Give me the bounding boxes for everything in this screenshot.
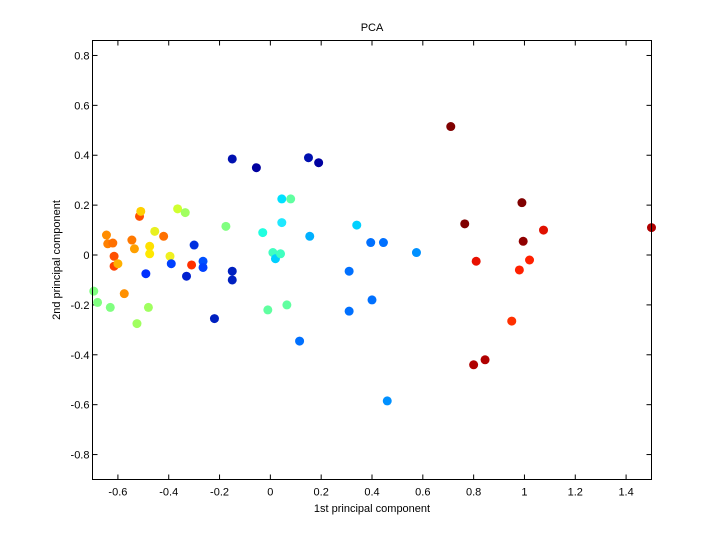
data-point	[411, 248, 421, 258]
data-point	[127, 235, 137, 245]
data-point	[173, 204, 183, 214]
x-tick-label: 0.4	[364, 487, 379, 499]
y-tick-label: 0.8	[74, 50, 89, 62]
data-point	[221, 221, 231, 231]
data-point	[145, 249, 155, 259]
x-tick-label: 0	[267, 487, 273, 499]
y-tick-label: 0.2	[74, 200, 89, 212]
x-tick-label: -0.4	[159, 487, 178, 499]
data-point	[119, 289, 129, 299]
data-point	[303, 153, 313, 163]
y-tick-label: 0	[83, 250, 89, 262]
data-point	[113, 259, 123, 269]
x-tick-label: 0.8	[466, 487, 481, 499]
y-tick-label: -0.8	[71, 450, 90, 462]
data-point	[159, 231, 169, 241]
data-point	[282, 300, 292, 310]
data-point	[132, 319, 142, 329]
data-point	[166, 259, 176, 269]
plot-area-frame	[92, 40, 652, 480]
chart-title: PCA	[361, 22, 384, 34]
y-tick-label: -0.2	[71, 300, 90, 312]
x-tick-label: 0.2	[314, 487, 329, 499]
data-point	[367, 295, 377, 305]
data-point	[507, 316, 517, 326]
data-point	[525, 255, 535, 265]
data-point	[101, 230, 111, 240]
data-point	[344, 306, 354, 316]
data-point	[352, 220, 362, 230]
data-point	[539, 225, 549, 235]
data-point	[150, 226, 160, 236]
data-point	[344, 266, 354, 276]
y-axis-ticks: -0.8 -0.6 -0.4 -0.2 0 0.2 0.4 0.6 0.8	[71, 50, 652, 462]
data-point	[382, 396, 392, 406]
data-point	[165, 251, 175, 261]
data-point	[517, 198, 527, 208]
data-point	[295, 336, 305, 346]
data-points	[89, 122, 656, 406]
data-point	[209, 314, 219, 324]
x-tick-label: 1	[521, 487, 527, 499]
data-point	[277, 218, 287, 228]
data-point	[143, 302, 153, 312]
data-point	[227, 266, 237, 276]
data-point	[305, 231, 315, 241]
data-point	[518, 236, 528, 246]
data-point	[277, 194, 287, 204]
y-axis-label: 2nd principal component	[51, 200, 63, 320]
data-point	[460, 219, 470, 229]
data-point	[109, 251, 119, 261]
data-point	[286, 194, 296, 204]
y-tick-label: 0.4	[74, 150, 89, 162]
data-point	[145, 241, 155, 251]
x-tick-label: -0.2	[210, 487, 229, 499]
data-point	[227, 275, 237, 285]
x-tick-label: 1.4	[618, 487, 633, 499]
data-point	[198, 256, 208, 266]
x-axis-ticks: -0.6 -0.4 -0.2 0 0.2 0.4 0.6 0.8 1 1.2 1.4	[108, 40, 634, 499]
data-point	[189, 240, 199, 250]
data-point	[227, 154, 237, 164]
data-point	[276, 249, 286, 259]
data-point	[93, 297, 103, 307]
data-point	[129, 244, 139, 254]
x-axis-label: 1st principal component	[314, 503, 430, 515]
y-tick-label: -0.4	[71, 350, 90, 362]
data-point	[105, 302, 115, 312]
data-point	[263, 305, 273, 315]
x-tick-label: -0.6	[108, 487, 127, 499]
data-point	[366, 238, 376, 248]
data-point	[471, 256, 481, 266]
data-point	[378, 238, 388, 248]
data-point	[198, 262, 208, 272]
y-tick-label: -0.6	[71, 400, 90, 412]
data-point	[514, 265, 524, 275]
data-point	[314, 158, 324, 168]
x-tick-label: 0.6	[415, 487, 430, 499]
x-tick-label: 1.2	[568, 487, 583, 499]
data-point	[187, 260, 197, 270]
data-point	[469, 360, 479, 370]
data-point	[141, 269, 151, 279]
data-point	[108, 238, 118, 248]
data-point	[180, 208, 190, 218]
data-point	[446, 122, 456, 132]
data-point	[251, 163, 261, 173]
data-point	[182, 271, 192, 281]
data-point	[89, 286, 99, 296]
data-point	[136, 206, 146, 216]
y-tick-label: 0.6	[74, 100, 89, 112]
data-point	[480, 355, 490, 365]
data-point	[258, 228, 268, 238]
